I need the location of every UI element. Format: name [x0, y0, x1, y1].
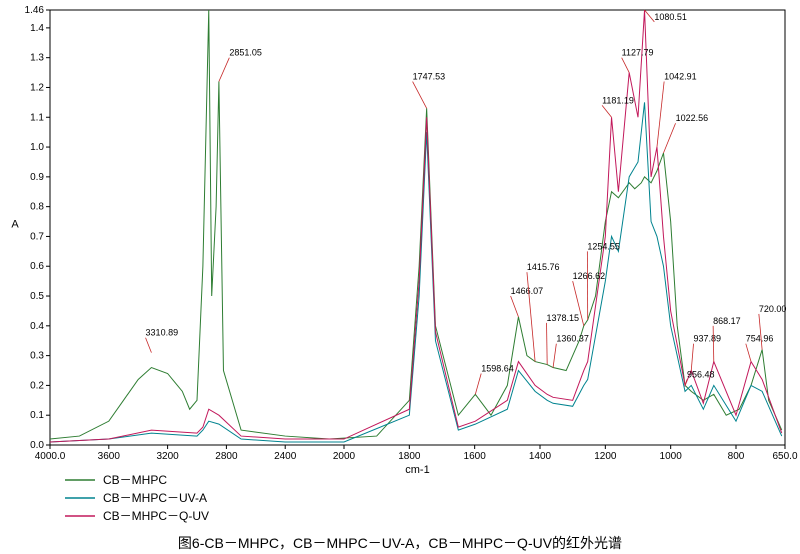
- peak-label: 1022.56: [676, 113, 709, 123]
- y-tick-label: 1.46: [25, 5, 45, 16]
- y-tick-label: 0.6: [30, 261, 44, 272]
- y-tick-label: 0.4: [30, 321, 44, 332]
- peak-label: 1127.79: [622, 48, 654, 58]
- peak-label: 1598.64: [481, 363, 514, 373]
- y-tick-label: 0.0: [30, 440, 44, 451]
- x-tick-label: 1600: [464, 451, 487, 462]
- peak-label: 754.96: [746, 334, 774, 344]
- peak-leader: [219, 58, 229, 82]
- x-tick-label: 2800: [215, 451, 238, 462]
- x-tick-label: 1000: [660, 451, 683, 462]
- x-tick-label: 3200: [156, 451, 179, 462]
- y-tick-label: 1.4: [30, 23, 44, 34]
- peak-label: 1747.53: [413, 72, 446, 82]
- y-axis-label: A: [11, 219, 19, 231]
- series-CB－MHPC－UV-A: [50, 102, 782, 442]
- peak-label: 2851.05: [229, 48, 262, 58]
- legend-label: CB－MHPC－UV-A: [103, 491, 207, 505]
- peak-leader: [645, 10, 655, 22]
- peak-leader: [547, 323, 548, 365]
- peak-label: 1042.91: [664, 72, 697, 82]
- x-tick-label: 800: [728, 451, 745, 462]
- y-tick-label: 1.2: [30, 82, 44, 93]
- peak-leader: [663, 123, 675, 153]
- y-tick-label: 1.3: [30, 53, 44, 64]
- peak-label: 937.89: [694, 334, 722, 344]
- legend-label: CB－MHPC－Q-UV: [103, 509, 209, 523]
- peak-label: 1080.51: [654, 12, 687, 22]
- ftir-chart: 0.0 0.1 0.2 0.3 0.4 0.5 0.6 0.7 0.8 0.9 1.0 1.1 1.2 1…: [0, 0, 800, 554]
- peak-leader: [746, 344, 751, 362]
- y-tick-label: 0.9: [30, 172, 44, 183]
- peak-label: 1181.19: [602, 95, 634, 105]
- x-tick-label: 2000: [333, 451, 356, 462]
- peak-leader: [759, 314, 762, 350]
- x-tick-label: 3600: [98, 451, 121, 462]
- peak-leader: [691, 344, 693, 371]
- y-tick-label: 0.2: [30, 380, 44, 391]
- peak-label: 1466.07: [511, 286, 544, 296]
- y-tick-label: 0.5: [30, 291, 44, 302]
- peak-label: 1360.37: [556, 334, 589, 344]
- caption: 图6-CB－MHPC，CB－MHPC－UV-A，CB－MHPC－Q-UV的红外光…: [178, 535, 622, 551]
- x-tick-label: 2400: [274, 451, 297, 462]
- y-tick-label: 1.1: [30, 112, 44, 123]
- y-tick-label: 0.7: [30, 231, 44, 242]
- peak-leader: [657, 82, 664, 148]
- x-tick-label: 1800: [398, 451, 421, 462]
- peak-leader: [602, 105, 611, 117]
- y-tick-label: 0.3: [30, 351, 44, 362]
- x-tick-label: 4000.0: [35, 451, 66, 462]
- peak-leader: [146, 338, 152, 353]
- peak-leader: [713, 326, 714, 362]
- peak-leader: [553, 344, 556, 368]
- peak-leader: [475, 373, 481, 394]
- peak-label: 1254.55: [587, 241, 620, 251]
- x-tick-label: 1200: [594, 451, 617, 462]
- legend-label: CB－MHPC: [103, 473, 167, 487]
- peak-label: 1378.15: [547, 313, 580, 323]
- peak-leader: [511, 296, 519, 317]
- x-axis-label: cm-1: [405, 464, 429, 476]
- y-tick-label: 1.0: [30, 142, 44, 153]
- peak-label: 1415.76: [527, 262, 560, 272]
- peak-label: 956.48: [687, 369, 715, 379]
- peak-label: 868.17: [713, 316, 741, 326]
- chart-svg: 0.0 0.1 0.2 0.3 0.4 0.5 0.6 0.7 0.8 0.9 1.0 1.1 1.2 1…: [0, 0, 800, 554]
- x-tick-label: 1400: [529, 451, 552, 462]
- peak-label: 3310.89: [146, 328, 179, 338]
- x-tick-label: 650.0: [772, 451, 797, 462]
- peak-label: 1266.62: [573, 271, 606, 281]
- peak-leader: [622, 58, 630, 73]
- y-tick-label: 0.1: [30, 410, 44, 421]
- y-tick-label: 0.8: [30, 202, 44, 213]
- peak-label: 720.00: [759, 304, 787, 314]
- peak-leader: [413, 82, 427, 109]
